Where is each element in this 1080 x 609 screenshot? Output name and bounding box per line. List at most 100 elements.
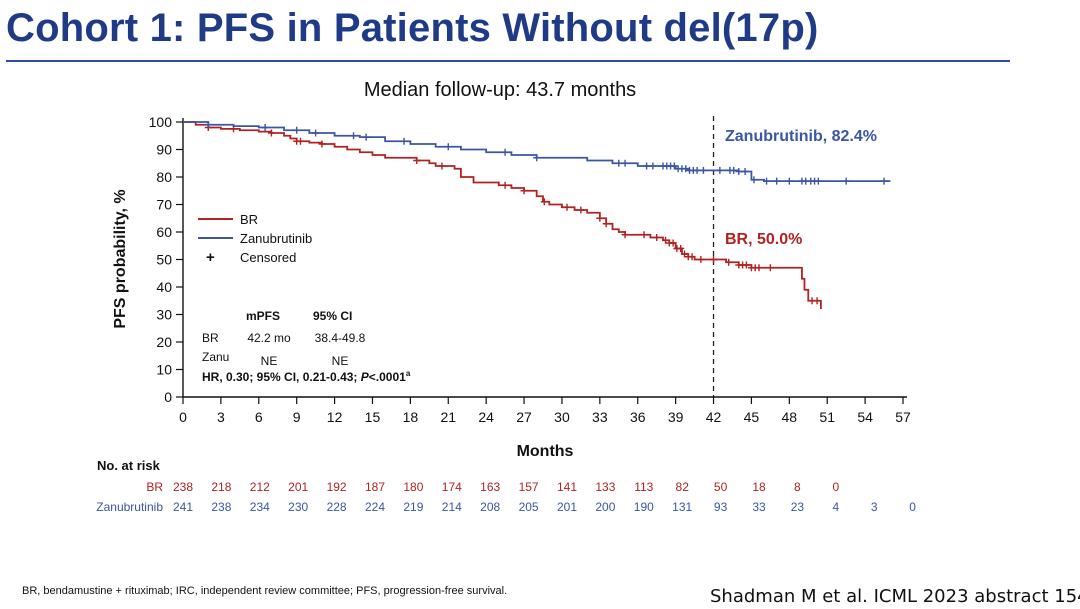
x-tick-label: 24 — [478, 409, 494, 425]
at-risk-value: 212 — [250, 480, 270, 494]
stats-ci-value: NE — [332, 354, 349, 368]
at-risk-value: 113 — [634, 480, 653, 494]
br-censor-mark — [662, 236, 670, 244]
y-tick-label: 20 — [156, 334, 172, 350]
x-tick-label: 15 — [365, 409, 381, 425]
at-risk-value: 208 — [480, 500, 500, 514]
zanu-censor-mark — [763, 177, 771, 185]
x-tick-label: 6 — [255, 409, 263, 425]
at-risk-value: 50 — [714, 480, 728, 494]
x-tick-label: 27 — [516, 409, 532, 425]
zanu-censor-mark — [615, 159, 623, 167]
br-censor-mark — [520, 187, 528, 195]
br-end-label: BR, 50.0% — [725, 231, 802, 248]
y-tick-label: 90 — [156, 142, 172, 158]
stats-mpfs-value: NE — [261, 354, 278, 368]
stats-mpfs-value: 42.2 mo — [247, 331, 291, 345]
br-censor-mark — [710, 256, 718, 263]
at-risk-value: 82 — [676, 480, 690, 494]
at-risk-value: 230 — [288, 500, 308, 514]
x-tick-label: 9 — [293, 409, 301, 425]
at-risk-value: 192 — [327, 480, 347, 494]
at-risk-value: 33 — [752, 500, 766, 514]
at-risk-value: 157 — [519, 480, 539, 494]
x-tick-label: 21 — [440, 409, 456, 425]
stats-header-mpfs: mPFS — [246, 309, 280, 323]
zanu-censor-mark — [716, 166, 724, 174]
at-risk-title: No. at risk — [97, 458, 161, 473]
x-tick-label: 48 — [782, 409, 798, 425]
br-censor-mark — [267, 129, 275, 137]
at-risk-value: 201 — [557, 500, 577, 514]
br-censor-mark — [621, 231, 629, 239]
at-risk-value: 234 — [250, 500, 270, 514]
br-censor-mark — [413, 157, 421, 164]
br-censor-mark — [653, 234, 661, 241]
zanu-censor-mark — [842, 177, 850, 185]
at-risk-value: 187 — [365, 480, 385, 494]
at-risk-value: 141 — [557, 480, 577, 494]
at-risk-value: 205 — [519, 500, 539, 514]
at-risk-row-label: Zanubrutinib — [96, 500, 163, 514]
br-censor-mark — [669, 239, 677, 247]
zanu-censor-mark — [773, 177, 781, 185]
y-tick-label: 80 — [156, 169, 172, 185]
at-risk-value: 201 — [288, 480, 308, 494]
at-risk-row-label: BR — [146, 480, 163, 494]
at-risk-value: 131 — [672, 500, 692, 514]
y-tick-label: 30 — [156, 307, 172, 323]
br-censor-mark — [540, 198, 548, 206]
at-risk-value: 23 — [791, 500, 805, 514]
at-risk-value: 180 — [403, 480, 423, 494]
x-tick-label: 36 — [630, 409, 646, 425]
y-axis-title: PFS probability, % — [112, 189, 129, 328]
br-censor-mark — [742, 261, 750, 269]
legend-label-censored: Censored — [240, 250, 296, 265]
zanu-censor-mark — [533, 154, 541, 162]
zanu-censor-mark — [730, 166, 738, 174]
stats-ci-value: 38.4-49.8 — [315, 331, 366, 345]
br-censor-mark — [755, 264, 763, 272]
chart-subtitle: Median follow-up: 43.7 months — [363, 79, 637, 101]
x-tick-label: 30 — [554, 409, 570, 425]
y-tick-label: 0 — [164, 389, 172, 405]
at-risk-value: 228 — [327, 500, 347, 514]
y-tick-label: 100 — [149, 114, 173, 130]
legend-censor-symbol: + — [206, 249, 215, 266]
at-risk-value: 3 — [871, 500, 878, 514]
zanu-censor-mark — [312, 129, 320, 137]
x-tick-label: 39 — [668, 409, 684, 425]
at-risk-value: 238 — [211, 500, 231, 514]
y-tick-label: 60 — [156, 224, 172, 240]
at-risk-value: 8 — [794, 480, 801, 494]
at-risk-value: 200 — [595, 500, 615, 514]
stats-row-label: Zanu — [202, 350, 229, 364]
at-risk-value: 0 — [832, 480, 839, 494]
at-risk-value: 93 — [714, 500, 728, 514]
at-risk-value: 238 — [173, 480, 193, 494]
br-censor-mark — [596, 214, 604, 222]
x-tick-label: 33 — [592, 409, 608, 425]
zanu-censor-mark — [350, 132, 358, 140]
slide-title: Cohort 1: PFS in Patients Without del(17… — [6, 6, 819, 50]
citation: Shadman M et al. ICML 2023 abstract 154 — [710, 586, 1080, 607]
zanu-censor-mark — [693, 166, 701, 174]
br-censor-mark — [677, 245, 685, 252]
at-risk-value: 0 — [909, 500, 916, 514]
zanu-censor-mark — [699, 166, 707, 174]
zanu-end-label: Zanubrutinib, 82.4% — [725, 128, 877, 145]
at-risk-value: 174 — [442, 480, 462, 494]
zanu-censor-mark — [400, 137, 408, 145]
br-censor-mark — [697, 256, 705, 263]
x-tick-label: 42 — [706, 409, 722, 425]
x-tick-label: 57 — [895, 409, 911, 425]
x-tick-label: 18 — [403, 409, 419, 425]
x-axis-title: Months — [517, 443, 574, 460]
at-risk-value: 190 — [634, 500, 654, 514]
zanu-censor-mark — [204, 121, 212, 129]
y-tick-label: 40 — [156, 279, 172, 295]
br-censor-mark — [725, 258, 733, 266]
zanu-censor-mark — [362, 133, 370, 141]
zanu-censor-mark — [621, 159, 629, 167]
zanu-censor-mark — [670, 162, 678, 170]
